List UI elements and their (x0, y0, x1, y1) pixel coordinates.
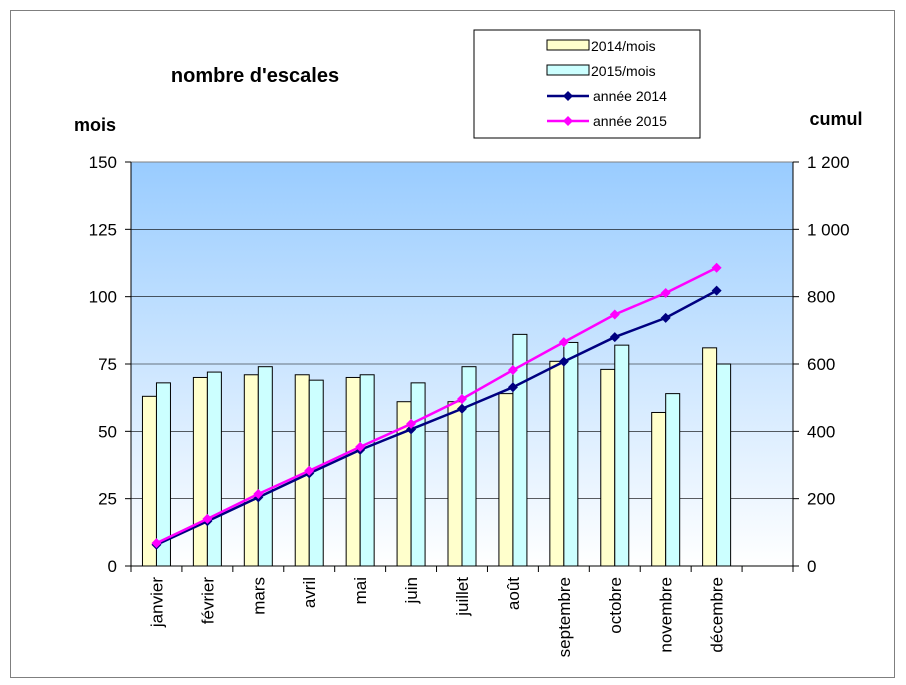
bar-2014/mois (192, 376, 208, 567)
left-tick-label: 25 (98, 490, 117, 509)
marker-année 2015 (406, 418, 417, 429)
bar-2014/mois (498, 393, 514, 567)
left-tick-label: 100 (89, 288, 117, 307)
legend-label: année 2015 (593, 113, 667, 129)
marker-année 2015 (355, 441, 366, 452)
legend-marker (563, 116, 573, 126)
right-tick-label: 800 (807, 288, 835, 307)
marker-année 2015 (253, 488, 264, 499)
right-tick-label: 1 200 (807, 153, 850, 172)
bars-group (141, 333, 732, 567)
marker-année 2014 (457, 403, 467, 414)
marker-année 2015 (151, 538, 162, 549)
tick-labels: 0 0 25 200 50 400 75 600 100 800 125 1 000 150 1 200 j… (89, 153, 850, 657)
right-axis-label: cumul (809, 109, 862, 129)
legend-label: 2015/mois (591, 63, 656, 79)
marker-année 2015 (457, 394, 467, 405)
x-tick-label: décembre (708, 577, 727, 653)
marker-année 2015 (609, 309, 620, 320)
marker-année 2015 (202, 513, 213, 524)
legend: 2014/mois 2015/mois année 2014 année 2015 (473, 29, 701, 139)
marker-année 2014 (406, 424, 417, 435)
bar-2015/mois (563, 341, 579, 567)
marker-année 2014 (558, 356, 569, 367)
x-tick-label: avril (300, 577, 319, 608)
axes-group (125, 161, 799, 572)
left-tick-label: 75 (98, 355, 117, 374)
x-tick-label: septembre (555, 577, 574, 657)
right-tick-label: 600 (807, 355, 835, 374)
legend-swatch (546, 64, 590, 76)
bar-2014/mois (345, 376, 361, 567)
x-tick-label: novembre (657, 577, 676, 653)
legend-marker (563, 91, 573, 101)
right-tick-label: 200 (807, 490, 835, 509)
lines-group (151, 262, 722, 550)
left-axis-label: mois (74, 115, 116, 135)
x-tick-label: août (504, 577, 523, 610)
x-tick-label: juin (402, 577, 421, 604)
legend-label: 2014/mois (591, 38, 656, 54)
bar-2015/mois (410, 382, 426, 567)
marker-année 2015 (558, 337, 569, 348)
x-tick-label: juillet (453, 577, 472, 617)
chart-svg: nombre d'escales mois cumul 0 0 25 200 50 400… (74, 29, 863, 657)
marker-année 2014 (507, 382, 518, 393)
marker-année 2015 (507, 365, 518, 376)
bar-2015/mois (665, 393, 681, 567)
bar-2015/mois (614, 344, 630, 567)
line-année 2015 (155, 266, 718, 545)
chart-title: nombre d'escales (171, 65, 339, 87)
x-tick-label: mars (249, 577, 268, 615)
left-tick-label: 150 (89, 153, 117, 172)
right-tick-label: 400 (807, 422, 835, 441)
bar-2014/mois (243, 374, 259, 567)
marker-année 2015 (660, 287, 671, 298)
x-tick-label: février (198, 577, 217, 625)
bar-2014/mois (447, 401, 463, 567)
bar-2015/mois (257, 366, 273, 567)
legend-swatch (546, 39, 590, 51)
left-tick-label: 125 (89, 220, 117, 239)
marker-année 2015 (711, 262, 722, 273)
marker-année 2014 (609, 332, 620, 343)
bar-2015/mois (716, 363, 732, 567)
marker-année 2015 (304, 465, 315, 476)
bar-2014/mois (600, 368, 616, 567)
left-tick-label: 50 (98, 422, 117, 441)
bar-2014/mois (651, 411, 667, 567)
bar-2015/mois (206, 371, 222, 567)
right-tick-label: 0 (807, 557, 816, 576)
marker-année 2014 (660, 312, 671, 323)
bar-2014/mois (549, 360, 565, 567)
chart-frame: nombre d'escales mois cumul 0 0 25 200 50 400… (10, 10, 895, 678)
bar-2014/mois (702, 347, 718, 567)
marker-année 2014 (711, 285, 722, 296)
legend-label: année 2014 (593, 88, 667, 104)
x-tick-label: mai (351, 577, 370, 604)
x-tick-label: janvier (147, 577, 166, 628)
x-tick-label: octobre (606, 577, 625, 634)
bar-2015/mois (359, 374, 375, 567)
left-tick-label: 0 (108, 557, 117, 576)
right-tick-label: 1 000 (807, 220, 850, 239)
line-année 2014 (155, 289, 718, 546)
